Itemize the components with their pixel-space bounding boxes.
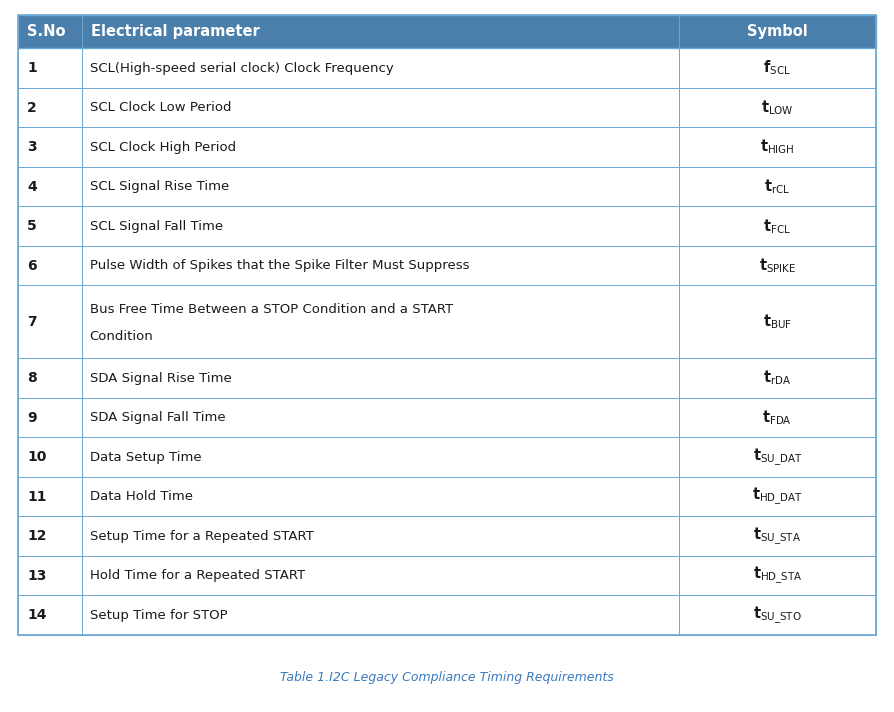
Text: Electrical parameter: Electrical parameter [91,24,260,39]
Text: 8: 8 [27,371,37,385]
Text: t$_{\mathrm{rCL}}$: t$_{\mathrm{rCL}}$ [764,177,790,196]
Text: 10: 10 [27,450,46,464]
Text: SCL Signal Fall Time: SCL Signal Fall Time [89,220,223,233]
Text: 1: 1 [27,61,37,75]
Text: 4: 4 [27,179,37,194]
Text: t$_{\mathrm{rDA}}$: t$_{\mathrm{rDA}}$ [763,369,791,387]
Text: t$_{\mathrm{HD\_STA}}$: t$_{\mathrm{HD\_STA}}$ [753,565,802,586]
Text: t$_{\mathrm{LOW}}$: t$_{\mathrm{LOW}}$ [761,98,794,117]
Text: t$_{\mathrm{BUF}}$: t$_{\mathrm{BUF}}$ [763,313,792,331]
Text: t$_{\mathrm{FDA}}$: t$_{\mathrm{FDA}}$ [763,408,792,427]
Text: 5: 5 [27,219,37,233]
Text: 3: 3 [27,140,37,154]
Text: 11: 11 [27,490,46,503]
Bar [18,358,876,398]
Text: t$_{\mathrm{FCL}}$: t$_{\mathrm{FCL}}$ [763,217,791,236]
Text: Setup Time for a Repeated START: Setup Time for a Repeated START [89,530,313,543]
Text: SCL Clock High Period: SCL Clock High Period [89,140,236,154]
Text: 12: 12 [27,529,46,543]
Text: SDA Signal Rise Time: SDA Signal Rise Time [89,372,232,384]
Text: Symbol: Symbol [747,24,807,39]
Text: 13: 13 [27,569,46,582]
Text: t$_{\mathrm{SU\_STA}}$: t$_{\mathrm{SU\_STA}}$ [754,525,801,547]
Text: t$_{\mathrm{SPIKE}}$: t$_{\mathrm{SPIKE}}$ [759,256,796,275]
Text: 7: 7 [27,315,37,329]
Text: Setup Time for STOP: Setup Time for STOP [89,609,227,622]
Text: Table 1.I2C Legacy Compliance Timing Requirements: Table 1.I2C Legacy Compliance Timing Req… [280,671,614,684]
Text: t$_{\mathrm{HD\_DAT}}$: t$_{\mathrm{HD\_DAT}}$ [752,486,803,507]
Text: f$_{\mathrm{SCL}}$: f$_{\mathrm{SCL}}$ [763,58,791,78]
Text: 9: 9 [27,411,37,424]
Bar [18,127,876,167]
Text: S.No: S.No [27,24,65,39]
Text: t$_{\mathrm{SU\_STO}}$: t$_{\mathrm{SU\_STO}}$ [753,604,802,626]
Text: t$_{\mathrm{SU\_DAT}}$: t$_{\mathrm{SU\_DAT}}$ [753,446,802,468]
Bar [18,556,876,595]
Text: 6: 6 [27,258,37,273]
Bar [18,167,876,206]
Text: Pulse Width of Spikes that the Spike Filter Must Suppress: Pulse Width of Spikes that the Spike Fil… [89,259,469,272]
Text: Data Setup Time: Data Setup Time [89,451,201,464]
Text: Hold Time for a Repeated START: Hold Time for a Repeated START [89,569,305,582]
Bar [18,398,876,437]
Bar [18,15,876,48]
Bar [18,246,876,286]
Bar [18,88,876,127]
Text: 2: 2 [27,100,37,115]
Text: SDA Signal Fall Time: SDA Signal Fall Time [89,411,225,424]
Text: SCL(High-speed serial clock) Clock Frequency: SCL(High-speed serial clock) Clock Frequ… [89,61,393,75]
Text: SCL Clock Low Period: SCL Clock Low Period [89,101,231,114]
Bar [18,48,876,88]
Text: t$_{\mathrm{HIGH}}$: t$_{\mathrm{HIGH}}$ [760,137,795,157]
Bar [18,437,876,477]
Bar [18,477,876,516]
Text: 14: 14 [27,608,46,622]
Bar [18,206,876,246]
Text: Condition: Condition [89,330,153,343]
Bar [18,595,876,635]
Text: SCL Signal Rise Time: SCL Signal Rise Time [89,180,229,193]
Text: Bus Free Time Between a STOP Condition and a START: Bus Free Time Between a STOP Condition a… [89,303,452,316]
Text: Data Hold Time: Data Hold Time [89,490,192,503]
Bar [18,516,876,556]
